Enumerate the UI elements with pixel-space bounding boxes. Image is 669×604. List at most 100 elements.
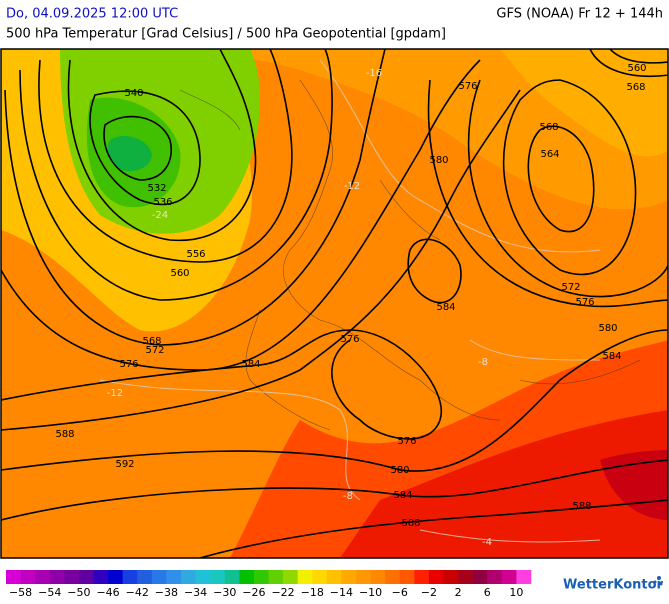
color-swatch bbox=[326, 570, 342, 584]
geopotential-contour bbox=[1, 459, 668, 521]
geopotential-contour bbox=[1, 329, 443, 440]
color-swatch bbox=[49, 570, 65, 584]
color-swatch bbox=[443, 570, 459, 584]
contour-label: 536 bbox=[153, 197, 172, 208]
warm-area bbox=[1, 49, 668, 210]
geopotential-contour bbox=[609, 49, 668, 64]
contour-label: 580 bbox=[429, 155, 448, 166]
contour-label: 592 bbox=[115, 459, 134, 470]
scale-label: −34 bbox=[184, 586, 207, 599]
color-swatch bbox=[487, 570, 503, 584]
color-swatch bbox=[137, 570, 153, 584]
contour-label: 584 bbox=[393, 490, 412, 501]
color-swatch bbox=[312, 570, 328, 584]
geopotential-contour bbox=[67, 49, 257, 242]
color-swatch bbox=[516, 570, 532, 584]
color-swatch bbox=[458, 570, 473, 584]
scale-label: 10 bbox=[509, 586, 523, 599]
cold-center bbox=[107, 135, 152, 172]
contour-label: 588 bbox=[55, 429, 74, 440]
contour-label: 580 bbox=[598, 323, 617, 334]
color-swatch bbox=[472, 570, 488, 584]
contour-label: 568 bbox=[539, 122, 558, 133]
color-swatch bbox=[224, 570, 240, 584]
color-swatch bbox=[428, 570, 444, 584]
color-swatch bbox=[385, 570, 401, 584]
scale-label: −14 bbox=[330, 586, 353, 599]
color-swatch bbox=[414, 570, 430, 584]
scale-label: −30 bbox=[213, 586, 236, 599]
contour-label: 588 bbox=[401, 518, 420, 529]
geopotential-contour bbox=[527, 125, 595, 233]
color-swatch bbox=[268, 570, 284, 584]
color-swatch bbox=[297, 570, 313, 584]
contour-label: 584 bbox=[436, 302, 455, 313]
temperature-label: -16 bbox=[366, 68, 382, 79]
coastline bbox=[179, 79, 641, 431]
scale-label: −54 bbox=[38, 586, 61, 599]
color-swatch bbox=[181, 570, 196, 584]
model-header: GFS (NOAA) Fr 12 + 144h bbox=[496, 7, 663, 22]
contour-label: 580 bbox=[390, 465, 409, 476]
contour-label: 560 bbox=[170, 268, 189, 279]
map-frame bbox=[0, 48, 669, 559]
color-scale: −58 −54 −50 −46 −42 −38 −34 −30 −26 −22 −18 −14 −10−… bbox=[6, 570, 532, 599]
color-swatch bbox=[93, 570, 109, 584]
geopotential-contour bbox=[19, 49, 333, 301]
color-swatch bbox=[151, 570, 167, 584]
contour-label: 556 bbox=[186, 249, 205, 260]
color-swatch bbox=[78, 570, 94, 584]
temperature-label: -8 bbox=[478, 357, 488, 368]
subtitle: 500 hPa Temperatur [Grad Celsius] / 500 … bbox=[6, 27, 446, 42]
scale-label: −26 bbox=[242, 586, 265, 599]
scale-label: −46 bbox=[96, 586, 119, 599]
contour-label: 588 bbox=[572, 501, 591, 512]
scale-label: −42 bbox=[126, 586, 149, 599]
contour-labels: 540 532 536 556 560 568 572 576 584 588 … bbox=[55, 63, 646, 548]
contour-label: 576 bbox=[397, 436, 416, 447]
temperature-label: -24 bbox=[152, 210, 168, 221]
scale-label: −38 bbox=[155, 586, 178, 599]
color-swatch bbox=[399, 570, 415, 584]
geopotential-contour bbox=[38, 49, 293, 263]
contour-label: 532 bbox=[147, 183, 166, 194]
scale-label: 2 bbox=[455, 586, 462, 599]
geopotential-contour bbox=[1, 59, 481, 371]
contour-label: 564 bbox=[540, 149, 559, 160]
color-swatch bbox=[283, 570, 298, 584]
color-swatch bbox=[239, 570, 255, 584]
color-swatch bbox=[122, 570, 138, 584]
scale-label: −58 bbox=[9, 586, 32, 599]
contour-label: 568 bbox=[626, 82, 645, 93]
contour-label: 576 bbox=[119, 359, 138, 370]
contour-label: 560 bbox=[627, 63, 646, 74]
geopotential-contour bbox=[199, 499, 668, 558]
temperature-label: -12 bbox=[344, 181, 360, 192]
geopotential-contour bbox=[407, 238, 462, 304]
contour-label: 584 bbox=[602, 351, 621, 362]
contour-label: 540 bbox=[124, 88, 143, 99]
geopotential-contour bbox=[502, 79, 637, 276]
scale-label: 6 bbox=[484, 586, 491, 599]
temperature-label: -4 bbox=[482, 537, 492, 548]
color-swatch bbox=[341, 570, 357, 584]
contour-label: 584 bbox=[241, 359, 260, 370]
color-swatch bbox=[108, 570, 123, 584]
temperature-label: -8 bbox=[343, 491, 353, 502]
color-swatch bbox=[210, 570, 226, 584]
temperature-label: -12 bbox=[107, 388, 123, 399]
yellow-east bbox=[500, 49, 668, 157]
scale-label: −18 bbox=[301, 586, 324, 599]
color-swatch bbox=[166, 570, 182, 584]
contour-label: 572 bbox=[145, 345, 164, 356]
geopotential-contour bbox=[103, 115, 172, 181]
geopotential-contour bbox=[467, 79, 668, 298]
contour-label: 572 bbox=[561, 282, 580, 293]
logo: WetterKontor bbox=[563, 578, 664, 593]
color-swatch bbox=[195, 570, 211, 584]
geopotential-contour bbox=[89, 90, 201, 206]
contour-label: 576 bbox=[575, 297, 594, 308]
scale-label: −2 bbox=[421, 586, 437, 599]
geopotential-contour bbox=[4, 49, 386, 346]
